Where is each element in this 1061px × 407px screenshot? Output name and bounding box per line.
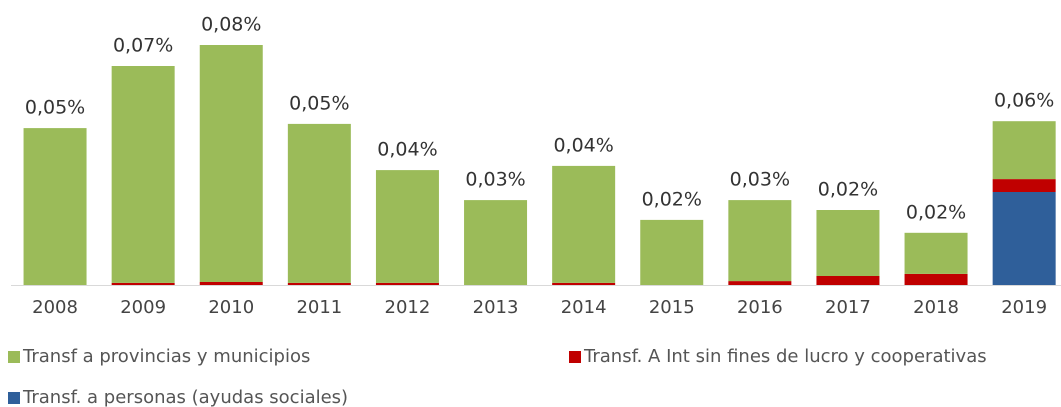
total-label: 0,03% bbox=[730, 169, 790, 191]
legend-label: Transf. a personas (ayudas sociales) bbox=[22, 387, 348, 407]
total-label: 0,02% bbox=[818, 179, 878, 201]
legend-label: Transf. A Int sin fines de lucro y coope… bbox=[583, 346, 987, 367]
x-tick-label: 2011 bbox=[296, 297, 342, 318]
bar-segment bbox=[375, 170, 439, 283]
x-tick-label: 2009 bbox=[120, 297, 166, 318]
total-label: 0,05% bbox=[289, 92, 349, 114]
bar-segment bbox=[199, 282, 263, 285]
total-label: 0,03% bbox=[465, 169, 525, 191]
bar-segment bbox=[728, 200, 792, 282]
bar-segment bbox=[111, 66, 175, 283]
total-label: 0,05% bbox=[25, 97, 85, 119]
legend-swatch bbox=[8, 351, 20, 363]
bar-segment bbox=[111, 282, 175, 285]
bar-segment bbox=[904, 232, 968, 274]
bar-segment bbox=[992, 121, 1056, 180]
bar-segment bbox=[464, 200, 528, 285]
bar-segment bbox=[23, 128, 87, 285]
bar-segment bbox=[992, 192, 1056, 285]
bar-segment bbox=[816, 210, 880, 276]
bar-segment bbox=[287, 282, 351, 285]
x-tick-label: 2017 bbox=[825, 297, 871, 318]
x-tick-label: 2014 bbox=[561, 297, 607, 318]
x-tick-label: 2019 bbox=[1001, 297, 1047, 318]
x-tick-label: 2015 bbox=[649, 297, 695, 318]
x-tick-label: 2018 bbox=[913, 297, 959, 318]
bar-segment bbox=[287, 123, 351, 283]
legend-swatch bbox=[8, 392, 20, 404]
x-tick-label: 2008 bbox=[32, 297, 78, 318]
legend-label: Transf a provincias y municipios bbox=[22, 346, 310, 367]
x-tick-label: 2016 bbox=[737, 297, 783, 318]
total-label: 0,06% bbox=[994, 90, 1054, 112]
bar-segment bbox=[552, 282, 616, 285]
bar-segment bbox=[199, 45, 263, 282]
bar-segment bbox=[640, 219, 704, 285]
legend-swatch bbox=[569, 351, 581, 363]
total-label: 0,04% bbox=[553, 134, 613, 156]
bar-segment bbox=[816, 276, 880, 285]
total-label: 0,08% bbox=[201, 14, 261, 36]
total-label: 0,04% bbox=[377, 139, 437, 161]
x-tick-label: 2010 bbox=[208, 297, 254, 318]
bar-segment bbox=[992, 179, 1056, 192]
total-label: 0,02% bbox=[642, 188, 702, 210]
total-label: 0,02% bbox=[906, 201, 966, 223]
bar-segment bbox=[552, 165, 616, 283]
total-label: 0,07% bbox=[113, 35, 173, 57]
x-tick-label: 2013 bbox=[473, 297, 519, 318]
bar-segment bbox=[375, 282, 439, 285]
x-tick-label: 2012 bbox=[385, 297, 431, 318]
bar-segment bbox=[728, 281, 792, 285]
bar-segment bbox=[904, 273, 968, 285]
